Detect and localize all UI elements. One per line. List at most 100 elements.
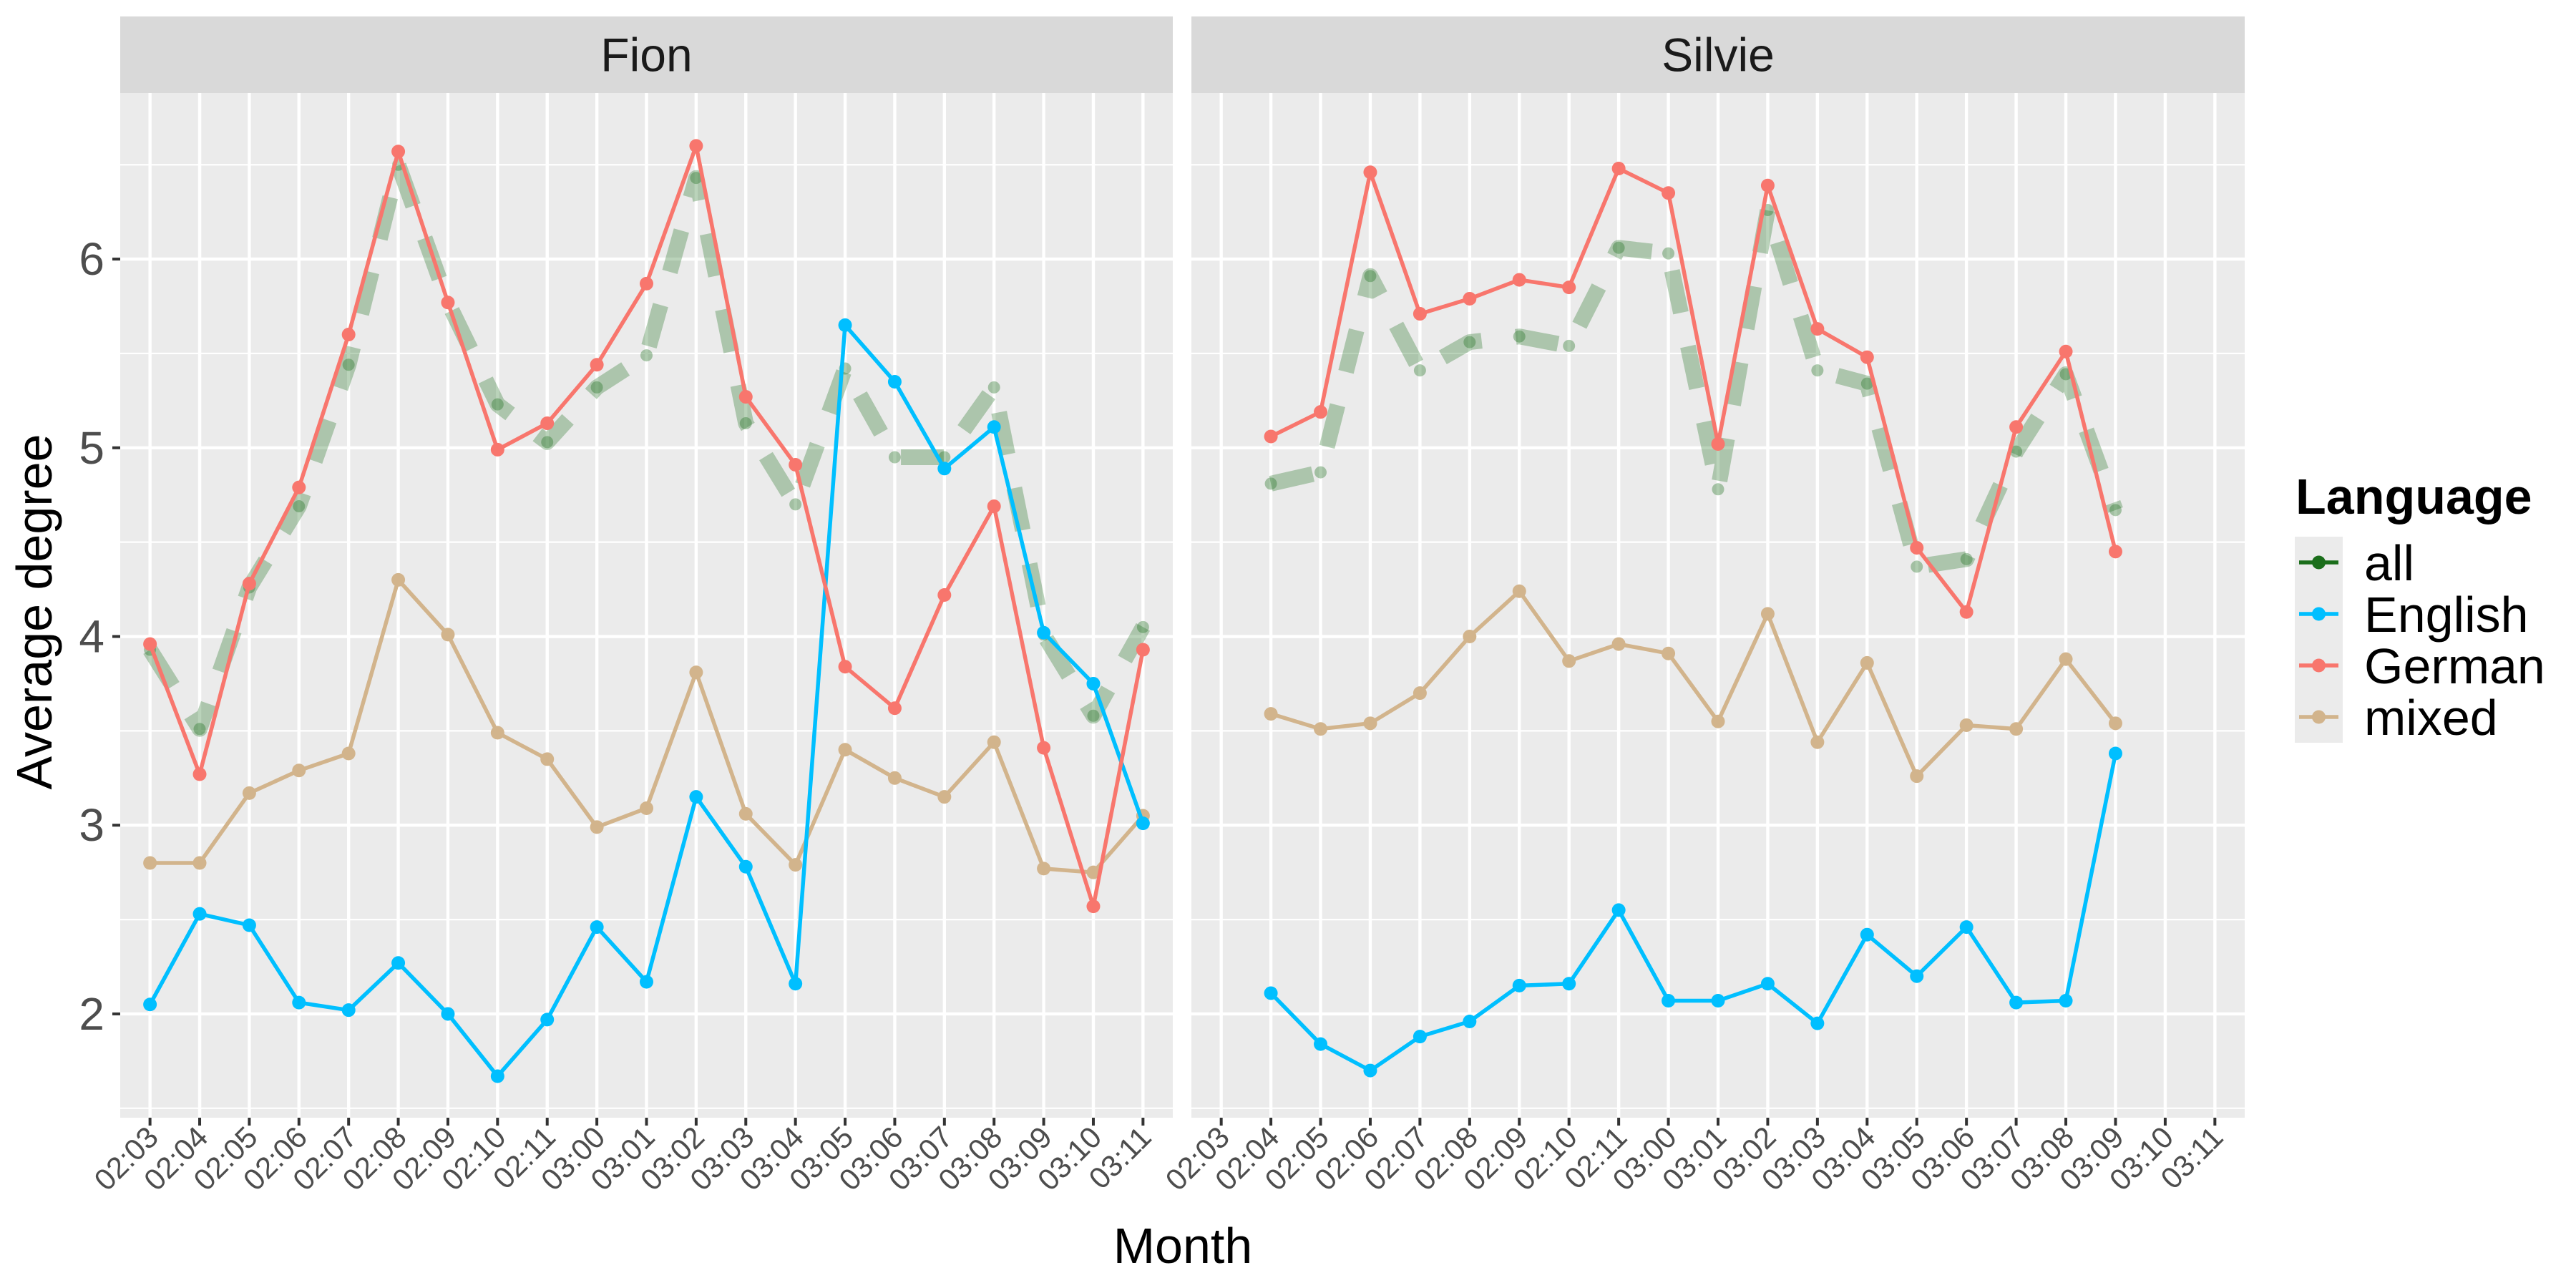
data-point — [689, 790, 703, 804]
legend-label: English — [2364, 587, 2529, 643]
data-point — [1264, 986, 1278, 1000]
data-point — [2010, 445, 2023, 458]
series-english — [1264, 746, 2122, 1078]
series-line — [143, 157, 1150, 737]
data-point — [887, 701, 902, 716]
data-point — [490, 442, 504, 457]
data-point — [540, 752, 555, 766]
data-point — [1860, 655, 1874, 670]
series-line — [1270, 589, 2117, 779]
data-point — [242, 577, 256, 591]
data-point — [193, 723, 206, 736]
data-point — [1860, 927, 1874, 942]
data-point — [1037, 741, 1051, 755]
data-point — [1363, 1063, 1377, 1078]
data-point — [987, 735, 1001, 749]
data-point — [838, 318, 852, 332]
data-point — [1513, 330, 1526, 343]
data-point — [143, 997, 157, 1012]
data-point — [2009, 420, 2024, 434]
data-point — [292, 480, 306, 494]
data-point — [838, 743, 852, 757]
data-point — [987, 420, 1001, 434]
data-point — [1662, 186, 1676, 200]
data-point — [738, 806, 753, 821]
data-point — [739, 417, 752, 430]
data-point — [789, 858, 803, 872]
y-tick-label: 3 — [79, 799, 104, 851]
data-point — [1960, 552, 1973, 565]
legend-item-all: all — [2295, 535, 2414, 591]
data-point — [540, 416, 555, 431]
data-point — [1086, 899, 1101, 914]
data-point — [937, 790, 952, 804]
data-point — [1314, 466, 1327, 479]
data-point — [1086, 865, 1101, 879]
data-point — [1463, 1015, 1477, 1029]
data-point — [887, 771, 902, 785]
series-german — [143, 139, 1150, 914]
data-point — [640, 276, 653, 291]
data-point — [1811, 364, 1824, 377]
y-tick-label: 4 — [79, 611, 104, 663]
data-point — [490, 1069, 504, 1083]
data-point — [2059, 652, 2073, 666]
legend-key-point — [2312, 658, 2326, 673]
data-point — [1463, 336, 1476, 348]
data-point — [1810, 322, 1825, 336]
data-point — [1264, 707, 1278, 721]
data-point — [1562, 654, 1576, 668]
panel-strip — [1191, 16, 2245, 93]
data-point — [640, 801, 653, 815]
data-point — [1463, 291, 1477, 306]
data-point — [391, 956, 406, 970]
data-point — [838, 660, 852, 674]
data-point — [937, 587, 952, 602]
y-tick-label: 2 — [79, 988, 104, 1040]
data-point — [1760, 977, 1775, 991]
data-point — [1959, 718, 1974, 732]
data-point — [2009, 722, 2024, 736]
data-point — [1512, 273, 1526, 287]
data-point — [987, 499, 1001, 514]
data-point — [1512, 584, 1526, 598]
data-point — [541, 436, 554, 449]
data-point — [1463, 630, 1477, 644]
data-point — [143, 856, 157, 870]
data-point — [1413, 1030, 1427, 1044]
legend-item-german: German — [2295, 638, 2545, 694]
data-point — [2108, 716, 2122, 731]
data-point — [143, 637, 157, 651]
data-point — [242, 918, 256, 932]
data-point — [1562, 280, 1576, 295]
legend-item-english: English — [2295, 587, 2529, 643]
data-point — [1136, 816, 1150, 831]
data-point — [640, 349, 653, 362]
facet-panels: Fion2345602:0302:0402:0502:0602:0702:080… — [79, 16, 2245, 1197]
data-point — [738, 859, 753, 874]
data-point — [341, 328, 356, 342]
data-point — [1911, 560, 1923, 573]
data-point — [1037, 862, 1051, 876]
data-point — [1711, 437, 1725, 452]
data-point — [1611, 903, 1626, 917]
legend-key-point — [2312, 607, 2326, 621]
data-point — [391, 145, 406, 159]
series-german — [1264, 161, 2122, 619]
data-point — [1314, 1037, 1328, 1051]
panel-fion: Fion2345602:0302:0402:0502:0602:0702:080… — [79, 16, 1173, 1197]
data-point — [1512, 978, 1526, 992]
data-point — [1563, 339, 1576, 352]
data-point — [1860, 377, 1873, 390]
data-point — [192, 856, 207, 870]
data-point — [1760, 178, 1775, 192]
data-point — [2109, 504, 2122, 517]
x-axis-title: Month — [1113, 1218, 1253, 1274]
data-point — [1711, 993, 1725, 1008]
data-point — [2108, 746, 2122, 761]
data-point — [1562, 977, 1576, 991]
data-point — [1959, 920, 1974, 935]
series-mixed — [1264, 584, 2122, 784]
series-english — [143, 318, 1150, 1083]
data-point — [1611, 637, 1626, 651]
